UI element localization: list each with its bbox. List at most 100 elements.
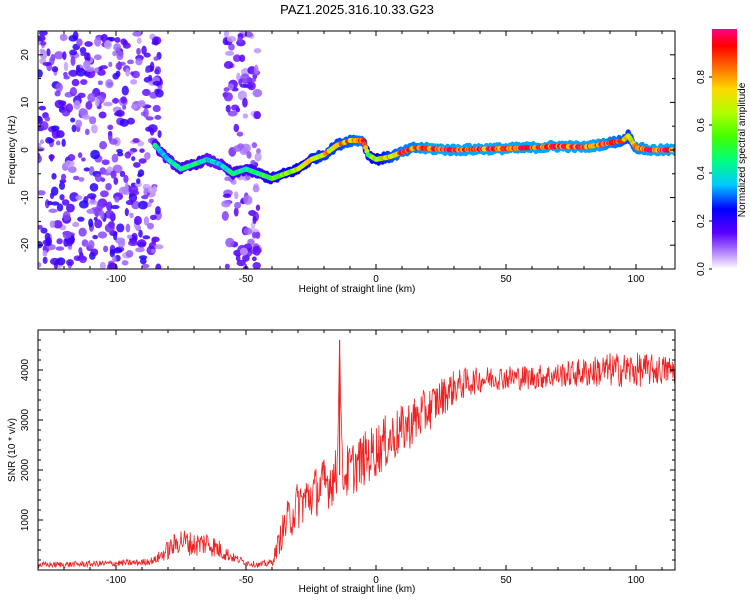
noise-blob [251, 256, 257, 262]
noise-blob [67, 166, 77, 174]
snr-y-tick-label: 1000 [20, 508, 31, 531]
noise-blob [153, 56, 159, 61]
noise-blob [38, 34, 46, 42]
noise-blob [132, 31, 143, 37]
noise-blob [39, 48, 46, 54]
noise-blob [110, 170, 117, 179]
noise-blob [40, 227, 48, 234]
snr-background [38, 330, 675, 570]
noise-blob [94, 219, 103, 229]
noise-blob [72, 175, 80, 181]
noise-blob [38, 115, 43, 125]
noise-blob [90, 149, 100, 160]
noise-blob [233, 191, 239, 200]
spectrogram-noise [38, 31, 263, 269]
noise-blob [44, 116, 51, 122]
noise-blob [143, 216, 150, 226]
noise-blob [151, 40, 159, 46]
noise-blob [47, 200, 53, 206]
noise-blob [116, 50, 124, 61]
snr-series [38, 340, 675, 569]
noise-blob [255, 204, 261, 211]
noise-blob [125, 68, 130, 77]
noise-blob [130, 79, 138, 85]
noise-blob [238, 78, 243, 86]
noise-blob [70, 55, 76, 66]
noise-blob [223, 87, 230, 93]
noise-blob [121, 85, 129, 96]
snr-x-tick-label: -100 [106, 575, 126, 586]
noise-blob [136, 37, 142, 44]
noise-blob [104, 39, 112, 50]
noise-blob [116, 223, 125, 233]
noise-blob [51, 129, 60, 139]
noise-blob [46, 48, 51, 57]
noise-blob [38, 142, 42, 148]
noise-blob [149, 61, 155, 72]
noise-blob [154, 244, 164, 250]
noise-blob [99, 141, 108, 150]
noise-blob [99, 210, 105, 220]
noise-blob [65, 103, 74, 113]
noise-blob [97, 80, 103, 86]
noise-blob [51, 66, 59, 73]
noise-blob [90, 248, 99, 257]
noise-blob [69, 86, 78, 97]
noise-blob [247, 238, 255, 246]
noise-blob [42, 250, 48, 257]
noise-blob [107, 124, 114, 131]
noise-blob [235, 254, 241, 262]
noise-blob [101, 159, 110, 166]
spectrogram-trace [152, 129, 675, 185]
noise-blob [148, 198, 154, 204]
noise-blob [49, 220, 56, 228]
noise-blob [38, 240, 43, 249]
noise-blob [119, 118, 129, 127]
noise-blob [115, 62, 123, 70]
noise-blob [110, 205, 120, 210]
noise-blob [93, 54, 102, 61]
noise-blob [253, 47, 262, 54]
snr-x-ticks: -100 -50 0 50 100 [37, 330, 663, 586]
noise-blob [53, 219, 63, 229]
colorbar-gradient [712, 29, 737, 269]
noise-blob [107, 81, 113, 87]
noise-blob [224, 50, 235, 56]
noise-blob [240, 73, 250, 84]
noise-blob [244, 31, 254, 38]
noise-blob [155, 206, 161, 215]
noise-blob [142, 88, 151, 97]
noise-blob [225, 104, 231, 113]
spectrogram-y-tick-label: 10 [20, 96, 31, 108]
noise-blob [234, 201, 242, 209]
noise-blob [102, 245, 109, 253]
noise-blob [121, 260, 129, 266]
noise-blob [112, 72, 120, 80]
noise-blob [136, 178, 141, 185]
noise-blob [103, 101, 113, 107]
noise-blob [71, 78, 80, 87]
noise-blob [237, 36, 243, 43]
noise-blob [51, 201, 60, 206]
spectrogram-y-tick-label: -20 [20, 238, 31, 253]
noise-blob [112, 50, 117, 57]
spectrogram-x-tick-label: 50 [500, 274, 512, 285]
noise-blob [154, 115, 162, 120]
noise-blob [76, 38, 83, 47]
noise-blob [54, 99, 64, 109]
noise-blob [150, 248, 156, 254]
noise-blob [252, 88, 263, 98]
colorbar-tick-label: 0.6 [696, 118, 707, 132]
noise-blob [223, 92, 233, 102]
noise-blob [69, 49, 78, 56]
noise-blob [66, 237, 74, 247]
noise-blob [246, 151, 252, 159]
noise-blob [237, 143, 245, 149]
noise-blob [112, 263, 118, 269]
noise-blob [38, 154, 42, 164]
noise-blob [93, 216, 98, 221]
noise-blob [58, 181, 66, 191]
noise-blob [65, 203, 75, 213]
noise-blob [63, 71, 68, 77]
